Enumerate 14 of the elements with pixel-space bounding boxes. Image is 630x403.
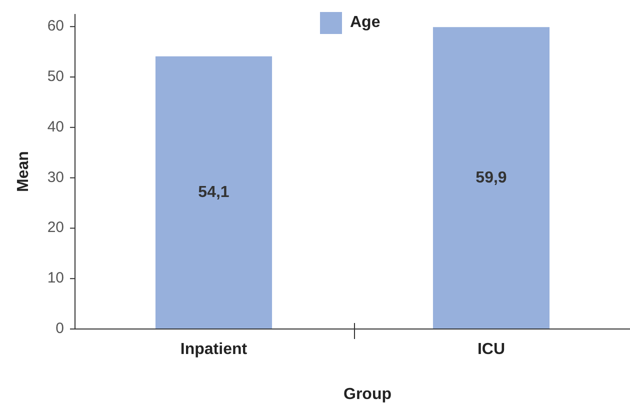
x-tick-label: ICU [477, 341, 506, 358]
y-tick-label: 30 [47, 168, 64, 186]
y-tick-label: 40 [47, 118, 64, 136]
legend-label: Age [350, 14, 380, 32]
y-tick-label: 60 [47, 18, 64, 35]
y-tick-label: 20 [47, 219, 64, 236]
data-label: 59,9 [476, 169, 507, 186]
x-tick-label: Inpatient [180, 341, 248, 358]
y-tick-label: 10 [47, 270, 64, 287]
data-label: 54,1 [198, 184, 230, 201]
x-axis-title: Group [344, 386, 392, 403]
y-tick-label: 50 [47, 68, 64, 85]
y-tick-label: 0 [56, 320, 64, 337]
y-axis-title: Mean [15, 151, 32, 192]
